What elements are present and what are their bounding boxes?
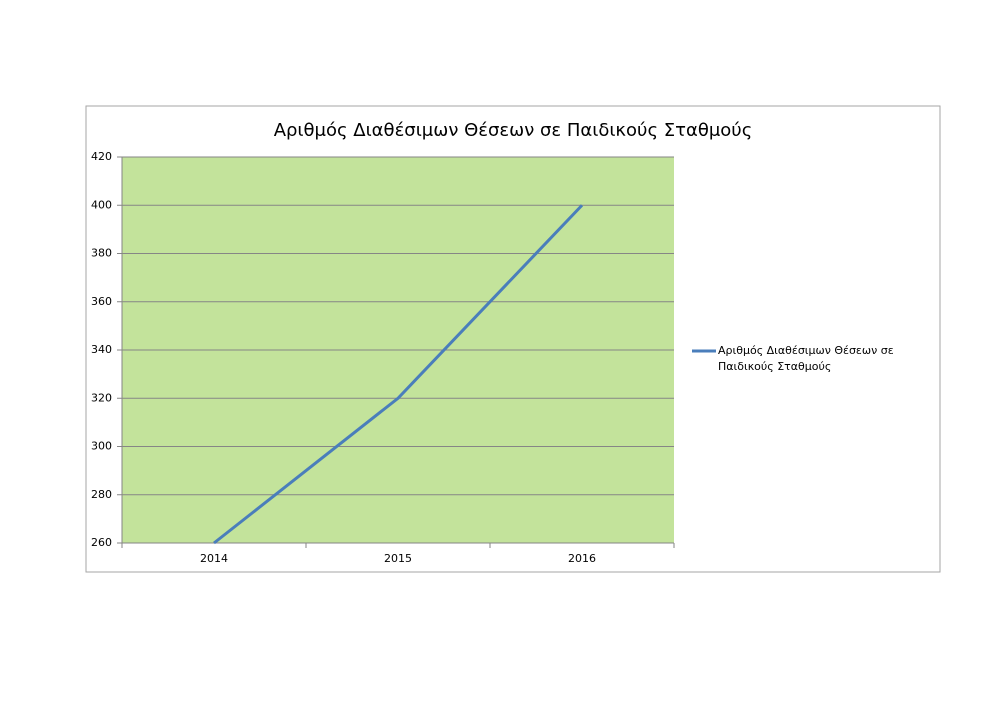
y-tick-label: 320 bbox=[91, 391, 112, 404]
y-tick-label: 340 bbox=[91, 343, 112, 356]
y-tick-label: 280 bbox=[91, 488, 112, 501]
x-tick-label: 2014 bbox=[200, 552, 228, 565]
y-tick-label: 380 bbox=[91, 247, 112, 260]
legend-label: Αριθμός Διαθέσιμων Θέσεων σε Παιδικούς Σ… bbox=[718, 344, 894, 373]
y-tick-label: 360 bbox=[91, 295, 112, 308]
y-tick-label: 260 bbox=[91, 536, 112, 549]
y-tick-label: 300 bbox=[91, 440, 112, 453]
y-tick-label: 400 bbox=[91, 198, 112, 211]
chart-title: Αριθμός Διαθέσιμων Θέσεων σε Παιδικούς Σ… bbox=[274, 120, 753, 141]
x-tick-label: 2016 bbox=[568, 552, 596, 565]
y-tick-label: 420 bbox=[91, 150, 112, 163]
data-line bbox=[213, 204, 584, 545]
x-tick-label: 2015 bbox=[384, 552, 412, 565]
